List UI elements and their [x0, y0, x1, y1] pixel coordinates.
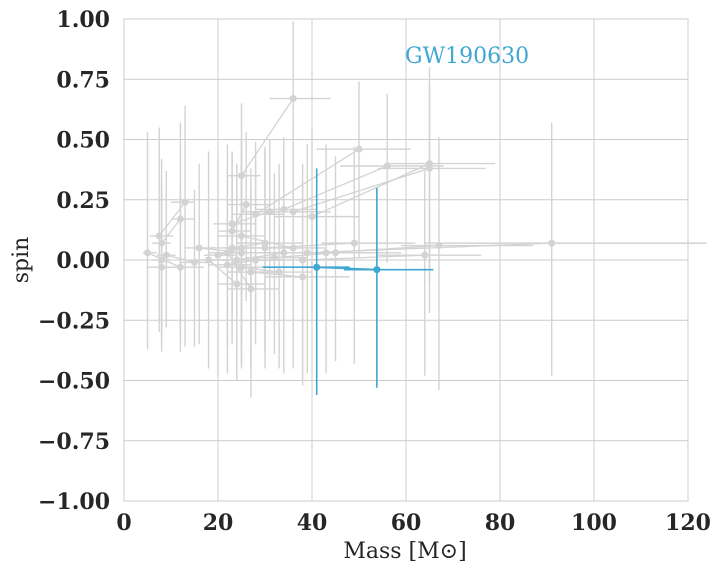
event-connector-line [231, 204, 247, 232]
y-tick-label: 0.75 [56, 67, 110, 93]
data-point [332, 249, 339, 257]
y-tick-labels: −1.00 −0.75 −0.50 −0.25 0.00 0.25 0.50 0.75 1.00 [38, 7, 110, 515]
event-connector-line [226, 252, 252, 290]
x-tick-label: 60 [391, 510, 422, 536]
event-connector-line [240, 98, 294, 177]
event-group [246, 156, 374, 362]
data-point [176, 263, 184, 271]
event-group [269, 137, 533, 391]
data-point [355, 145, 363, 153]
x-tick-label: 80 [485, 510, 516, 536]
data-point [158, 256, 166, 264]
data-point [238, 249, 245, 257]
event-connector-line [231, 211, 270, 225]
x-tick-label: 100 [571, 510, 617, 536]
data-point [289, 95, 297, 103]
event-connector-line [264, 242, 355, 249]
highlight-event-group [262, 168, 434, 395]
event-group [142, 132, 204, 352]
data-point [275, 268, 283, 276]
data-point [548, 239, 556, 247]
event-connector-line [311, 163, 430, 218]
data-point [144, 249, 151, 257]
event-connector-line [232, 242, 266, 249]
y-tick-label: −1.00 [38, 489, 110, 515]
data-point [242, 201, 250, 209]
event-connector-line [302, 254, 425, 261]
data-point [191, 258, 198, 266]
plot-frame [123, 18, 689, 502]
event-connector-line [161, 218, 181, 244]
event-connector-line [166, 254, 195, 264]
y-tick-label: 0.25 [56, 188, 110, 214]
event-connector-line [274, 252, 336, 259]
event-connector-line [293, 167, 430, 213]
event-group [265, 84, 486, 333]
data-point [162, 251, 170, 259]
event-group [218, 132, 270, 316]
event-group [236, 122, 707, 376]
event-connector-line [241, 266, 280, 273]
x-tick-label: 40 [297, 510, 328, 536]
data-point [373, 266, 381, 274]
event-group [147, 175, 176, 340]
y-axis-label: spin [9, 237, 34, 284]
event-group [156, 170, 214, 347]
data-point [228, 227, 236, 235]
y-tick-label: 0.50 [56, 128, 110, 154]
event-connector-line [241, 235, 294, 249]
y-tick-label: 1.00 [56, 7, 110, 33]
y-tick-label: −0.75 [38, 429, 110, 455]
event-connector-line [199, 247, 242, 254]
data-point [266, 208, 274, 216]
data-point [280, 249, 288, 257]
y-tick-label: −0.25 [38, 308, 110, 334]
x-axis-label: Mass [M⊙] [343, 539, 466, 564]
event-group [185, 156, 265, 350]
x-tick-label: 0 [116, 510, 131, 536]
highlight-event [262, 168, 434, 395]
event-connector-line [236, 252, 284, 261]
background-events [142, 21, 707, 398]
data-point [289, 244, 297, 252]
data-point [435, 242, 443, 250]
data-point [299, 273, 307, 281]
data-point [195, 244, 203, 252]
data-point [270, 254, 278, 262]
event-group [149, 105, 195, 347]
x-tick-label: 120 [665, 510, 711, 536]
data-point [308, 213, 316, 221]
x-tick-labels: 0 20 40 60 80 100 120 [116, 510, 711, 536]
event-annotation: GW190630 [405, 44, 529, 69]
data-point [350, 239, 358, 247]
x-tick-label: 20 [203, 510, 234, 536]
event-connector-line [326, 244, 439, 254]
data-point [214, 251, 222, 259]
event-group [213, 146, 303, 352]
data-point [181, 198, 189, 206]
data-point [313, 263, 321, 271]
y-tick-label: 0.00 [56, 248, 110, 274]
data-point [426, 164, 433, 172]
data-point [421, 251, 429, 259]
y-tick-label: −0.50 [38, 369, 110, 395]
